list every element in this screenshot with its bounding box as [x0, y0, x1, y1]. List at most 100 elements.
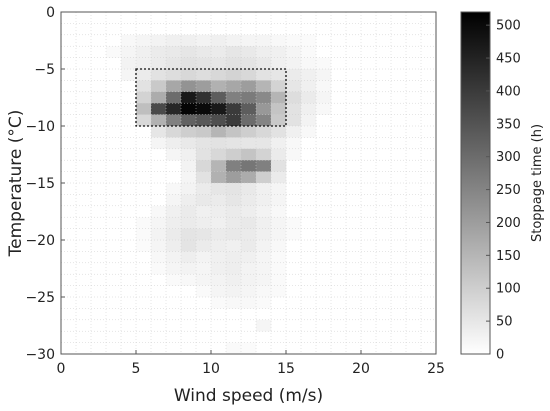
heatmap-cell: [166, 205, 182, 218]
heatmap-cell: [301, 126, 317, 138]
heatmap-cell: [166, 251, 182, 264]
heatmap-cell: [271, 137, 287, 150]
heatmap-cell: [181, 126, 197, 138]
heatmap-cell: [256, 228, 272, 241]
heatmap-cell: [211, 34, 227, 47]
heatmap-cell: [226, 160, 242, 172]
heatmap-cell: [211, 274, 227, 286]
heatmap-cell: [151, 57, 167, 70]
heatmap-cell: [226, 205, 242, 218]
heatmap-cell: [241, 57, 257, 70]
heatmap-cell: [241, 80, 257, 93]
heatmap-cell: [181, 148, 197, 161]
heatmap-cell: [196, 171, 212, 184]
heatmap-cell: [256, 91, 272, 104]
heatmap-cell: [166, 103, 182, 115]
heatmap-cell: [166, 114, 182, 127]
heatmap-cell: [241, 240, 257, 252]
heatmap-cell: [151, 228, 167, 241]
heatmap-cell: [256, 251, 272, 264]
heatmap-cell: [256, 46, 272, 58]
heatmap-cell: [256, 217, 272, 229]
heatmap-cell: [316, 80, 332, 93]
heatmap-cell: [166, 262, 182, 275]
heatmap-cell: [286, 217, 302, 229]
heatmap-cell: [181, 34, 197, 47]
heatmap-cell: [241, 217, 257, 229]
heatmap-cell: [241, 171, 257, 184]
heatmap-cell: [241, 69, 257, 81]
heatmap-cell: [226, 103, 242, 115]
heatmap-cell: [226, 148, 242, 161]
heatmap-cell: [151, 34, 167, 47]
heatmap-cell: [226, 46, 242, 58]
heatmap-cell: [181, 69, 197, 81]
colorbar: [460, 11, 491, 355]
y-axis-ticks: 0 −5 −10 −15 −20 −25 −30: [25, 5, 65, 363]
colorbar-tick-label: 150: [496, 249, 521, 264]
heatmap-cell: [196, 194, 212, 207]
heatmap-cell: [136, 91, 152, 104]
heatmap-cell: [166, 34, 182, 47]
heatmap-cell: [211, 148, 227, 161]
colorbar-tick-label: 300: [496, 150, 521, 165]
x-tick-label: 10: [202, 361, 220, 377]
heatmap-cell: [166, 183, 182, 195]
colorbar-tick-label: 350: [496, 117, 521, 132]
heatmap-cell: [226, 228, 242, 241]
heatmap-cell: [301, 114, 317, 127]
heatmap-cell: [211, 126, 227, 138]
heatmap-cell: [226, 240, 242, 252]
heatmap-cell: [226, 251, 242, 264]
heatmap-cell: [271, 262, 287, 275]
heatmap-cell: [121, 57, 137, 70]
heatmap-cell: [181, 274, 197, 286]
heatmap-cell: [151, 126, 167, 138]
heatmap-cell: [271, 240, 287, 252]
heatmap-cell: [196, 69, 212, 81]
heatmap-cell: [241, 114, 257, 127]
heatmap-cell: [241, 342, 257, 355]
heatmap-cell: [241, 262, 257, 275]
heatmap-cell: [271, 91, 287, 104]
heatmap-cell: [121, 69, 137, 81]
heatmap-cell: [181, 251, 197, 264]
heatmap-cell: [241, 103, 257, 115]
heatmap-cell: [256, 80, 272, 93]
heatmap-cell: [196, 103, 212, 115]
heatmap-cell: [226, 274, 242, 286]
colorbar-tick-label: 50: [496, 315, 513, 330]
heatmap-cell: [166, 194, 182, 207]
heatmap-cell: [211, 262, 227, 275]
heatmap-cell: [151, 240, 167, 252]
heatmap-cell: [241, 274, 257, 286]
heatmap-cell: [196, 228, 212, 241]
heatmap-cell: [211, 80, 227, 93]
y-tick-label: −20: [25, 233, 55, 249]
heatmap-cell: [256, 274, 272, 286]
y-tick-label: 0: [46, 5, 55, 21]
heatmap-cell: [241, 148, 257, 161]
heatmap-cell: [241, 91, 257, 104]
heatmap-cell: [226, 297, 242, 309]
heatmap-cell: [181, 80, 197, 93]
heatmap-cell: [286, 57, 302, 70]
heatmap-cell: [226, 69, 242, 81]
heatmap-cell: [256, 34, 272, 47]
heatmap-cell: [211, 228, 227, 241]
heatmap-cell: [241, 285, 257, 298]
heatmap-cell: [226, 114, 242, 127]
heatmap-cell: [256, 205, 272, 218]
heatmap-cell: [271, 285, 287, 298]
heatmap-cell: [241, 251, 257, 264]
heatmap-cell: [241, 194, 257, 207]
heatmap-cell: [196, 126, 212, 138]
heatmap-cell: [286, 148, 302, 161]
heatmap-cell: [181, 240, 197, 252]
heatmap-cell: [241, 297, 257, 309]
heatmap-cell: [256, 160, 272, 172]
heatmap-cell: [271, 69, 287, 81]
heatmap-cell: [196, 160, 212, 172]
heatmap-cell: [136, 217, 152, 229]
heatmap-cell: [181, 262, 197, 275]
